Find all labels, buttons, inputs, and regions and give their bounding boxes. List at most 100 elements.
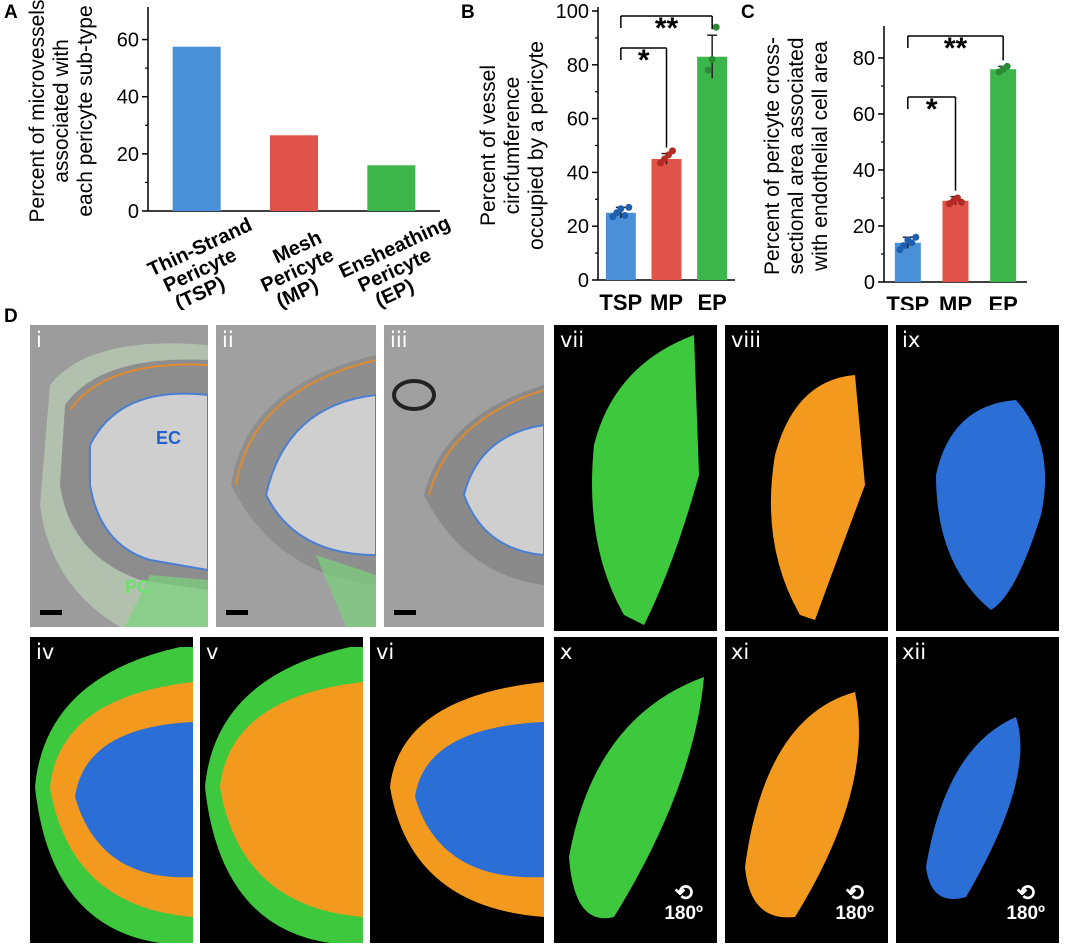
y-tick-label: 40 [853, 160, 875, 182]
panel-label-d: D [4, 306, 18, 327]
panel-label-xii: xii [902, 640, 927, 664]
x-tick-label: MP [650, 290, 683, 310]
y-tick-label: 40 [117, 87, 139, 109]
em-image-iii [384, 325, 544, 627]
scale-bar [394, 610, 416, 615]
y-axis-label: Percent of pericyte cross- [761, 37, 784, 275]
pc-label: PC [125, 577, 151, 597]
panel-label-iii: iii [390, 328, 408, 352]
rotation-indicator: ⟲ 180º [835, 880, 874, 925]
y-axis-label: occupied by a pericyte [525, 41, 548, 250]
panel-label-iv: iv [36, 640, 55, 664]
em-image-ii [216, 325, 376, 627]
render-panel-viii: viii [725, 325, 888, 631]
significance-label: ** [944, 32, 968, 65]
render-panel-iv: iv [30, 637, 193, 943]
data-point [712, 23, 720, 31]
y-tick-label: 100 [556, 1, 589, 23]
render-blue-endothelium [936, 400, 1046, 610]
panel-label-b: B [461, 2, 475, 23]
data-point [900, 242, 908, 250]
em-panel-ii: ii [216, 325, 376, 627]
y-tick-label: 80 [567, 55, 589, 77]
rotate-icon: ⟲ [674, 880, 693, 905]
panel-label-x: x [560, 640, 573, 664]
x-tick-label: MP [939, 292, 972, 310]
render-composite-iv [35, 647, 193, 943]
y-tick-label: 0 [128, 201, 139, 223]
bar [990, 69, 1017, 282]
data-point [912, 233, 920, 241]
em-panel-i: i EC PC [30, 325, 208, 627]
bar [270, 135, 318, 211]
y-tick-label: 20 [117, 144, 139, 166]
data-point [669, 147, 676, 155]
em-panel-iii: iii [384, 325, 544, 627]
panel-label-ix: ix [902, 328, 921, 352]
chart-b: 0 20 40 60 80 100 Percent of vessel circfumfere… [477, 1, 735, 310]
render-panel-xi: xi ⟲ 180º [725, 637, 888, 943]
panel-label-vii: vii [560, 328, 585, 352]
y-axis-label: sectional area associated [785, 38, 808, 275]
rotate-icon: ⟲ [1016, 880, 1035, 905]
panel-label-v: v [206, 640, 219, 664]
y-axis-label: Percent of microvessels [26, 0, 49, 222]
scale-bar [40, 610, 62, 615]
panel-label-ii: ii [222, 328, 234, 352]
panel-label-viii: viii [731, 328, 761, 352]
render-panel-x: x ⟲ 180º [554, 637, 717, 943]
rotation-indicator: ⟲ 180º [1006, 880, 1045, 925]
chart-a: 0 20 40 60 Percent of microvessels associated… [26, 0, 454, 310]
bar [651, 158, 682, 280]
panel-label-a: A [4, 2, 18, 23]
rotate-icon: ⟲ [845, 880, 864, 905]
bar [605, 212, 636, 280]
y-tick-label: 40 [567, 162, 589, 184]
data-point [1003, 62, 1011, 70]
y-tick-label: 80 [853, 48, 875, 70]
significance-label: ** [655, 12, 679, 45]
render-green-pericyte [592, 335, 699, 625]
y-tick-label: 0 [578, 270, 589, 292]
significance-label: * [926, 93, 938, 126]
y-tick-label: 60 [853, 104, 875, 126]
em-image-i [30, 325, 208, 627]
render-panel-xii: xii ⟲ 180º [896, 637, 1059, 943]
panel-label-xi: xi [731, 640, 750, 664]
render-orange-mesh [770, 375, 865, 620]
panel-label-c: C [741, 2, 755, 23]
rotation-label: 180º [1006, 903, 1045, 924]
x-tick-label: EP [697, 290, 726, 310]
data-point [708, 55, 716, 63]
render-orange-rotated [745, 692, 859, 918]
y-axis-label: with endothelial cell area [809, 41, 832, 272]
x-tick-label: TSP [599, 290, 642, 310]
chart-c: 0 20 40 60 80 Percent of pericyte cross-secti… [761, 26, 1027, 310]
y-axis-label: Percent of vessel [477, 65, 500, 226]
data-point [908, 239, 916, 247]
x-tick-label: EP [988, 292, 1017, 310]
rotation-label: 180º [835, 903, 874, 924]
panel-label-vi: vi [376, 640, 395, 664]
y-tick-label: 0 [864, 272, 875, 294]
render-panel-ix: ix [896, 325, 1059, 631]
ec-label: EC [156, 428, 182, 448]
render-green-rotated [569, 677, 704, 919]
render-composite-v [205, 647, 363, 943]
render-panel-v: v [200, 637, 363, 943]
render-blue-rotated [926, 717, 1021, 899]
rotation-label: 180º [664, 903, 703, 924]
bar [942, 200, 969, 282]
scale-bar [226, 610, 248, 615]
data-point [625, 203, 633, 211]
bar [367, 165, 416, 211]
data-point [621, 211, 629, 219]
rotation-indicator: ⟲ 180º [664, 880, 703, 925]
y-tick-label: 20 [853, 216, 875, 238]
panel-label-i: i [36, 328, 42, 352]
y-axis-label: each pericyte sub-type [74, 5, 97, 216]
render-composite-vi [390, 682, 544, 917]
data-point [958, 198, 965, 206]
render-panel-vii: vii [554, 325, 717, 631]
render-panel-vi: vi [370, 637, 544, 943]
